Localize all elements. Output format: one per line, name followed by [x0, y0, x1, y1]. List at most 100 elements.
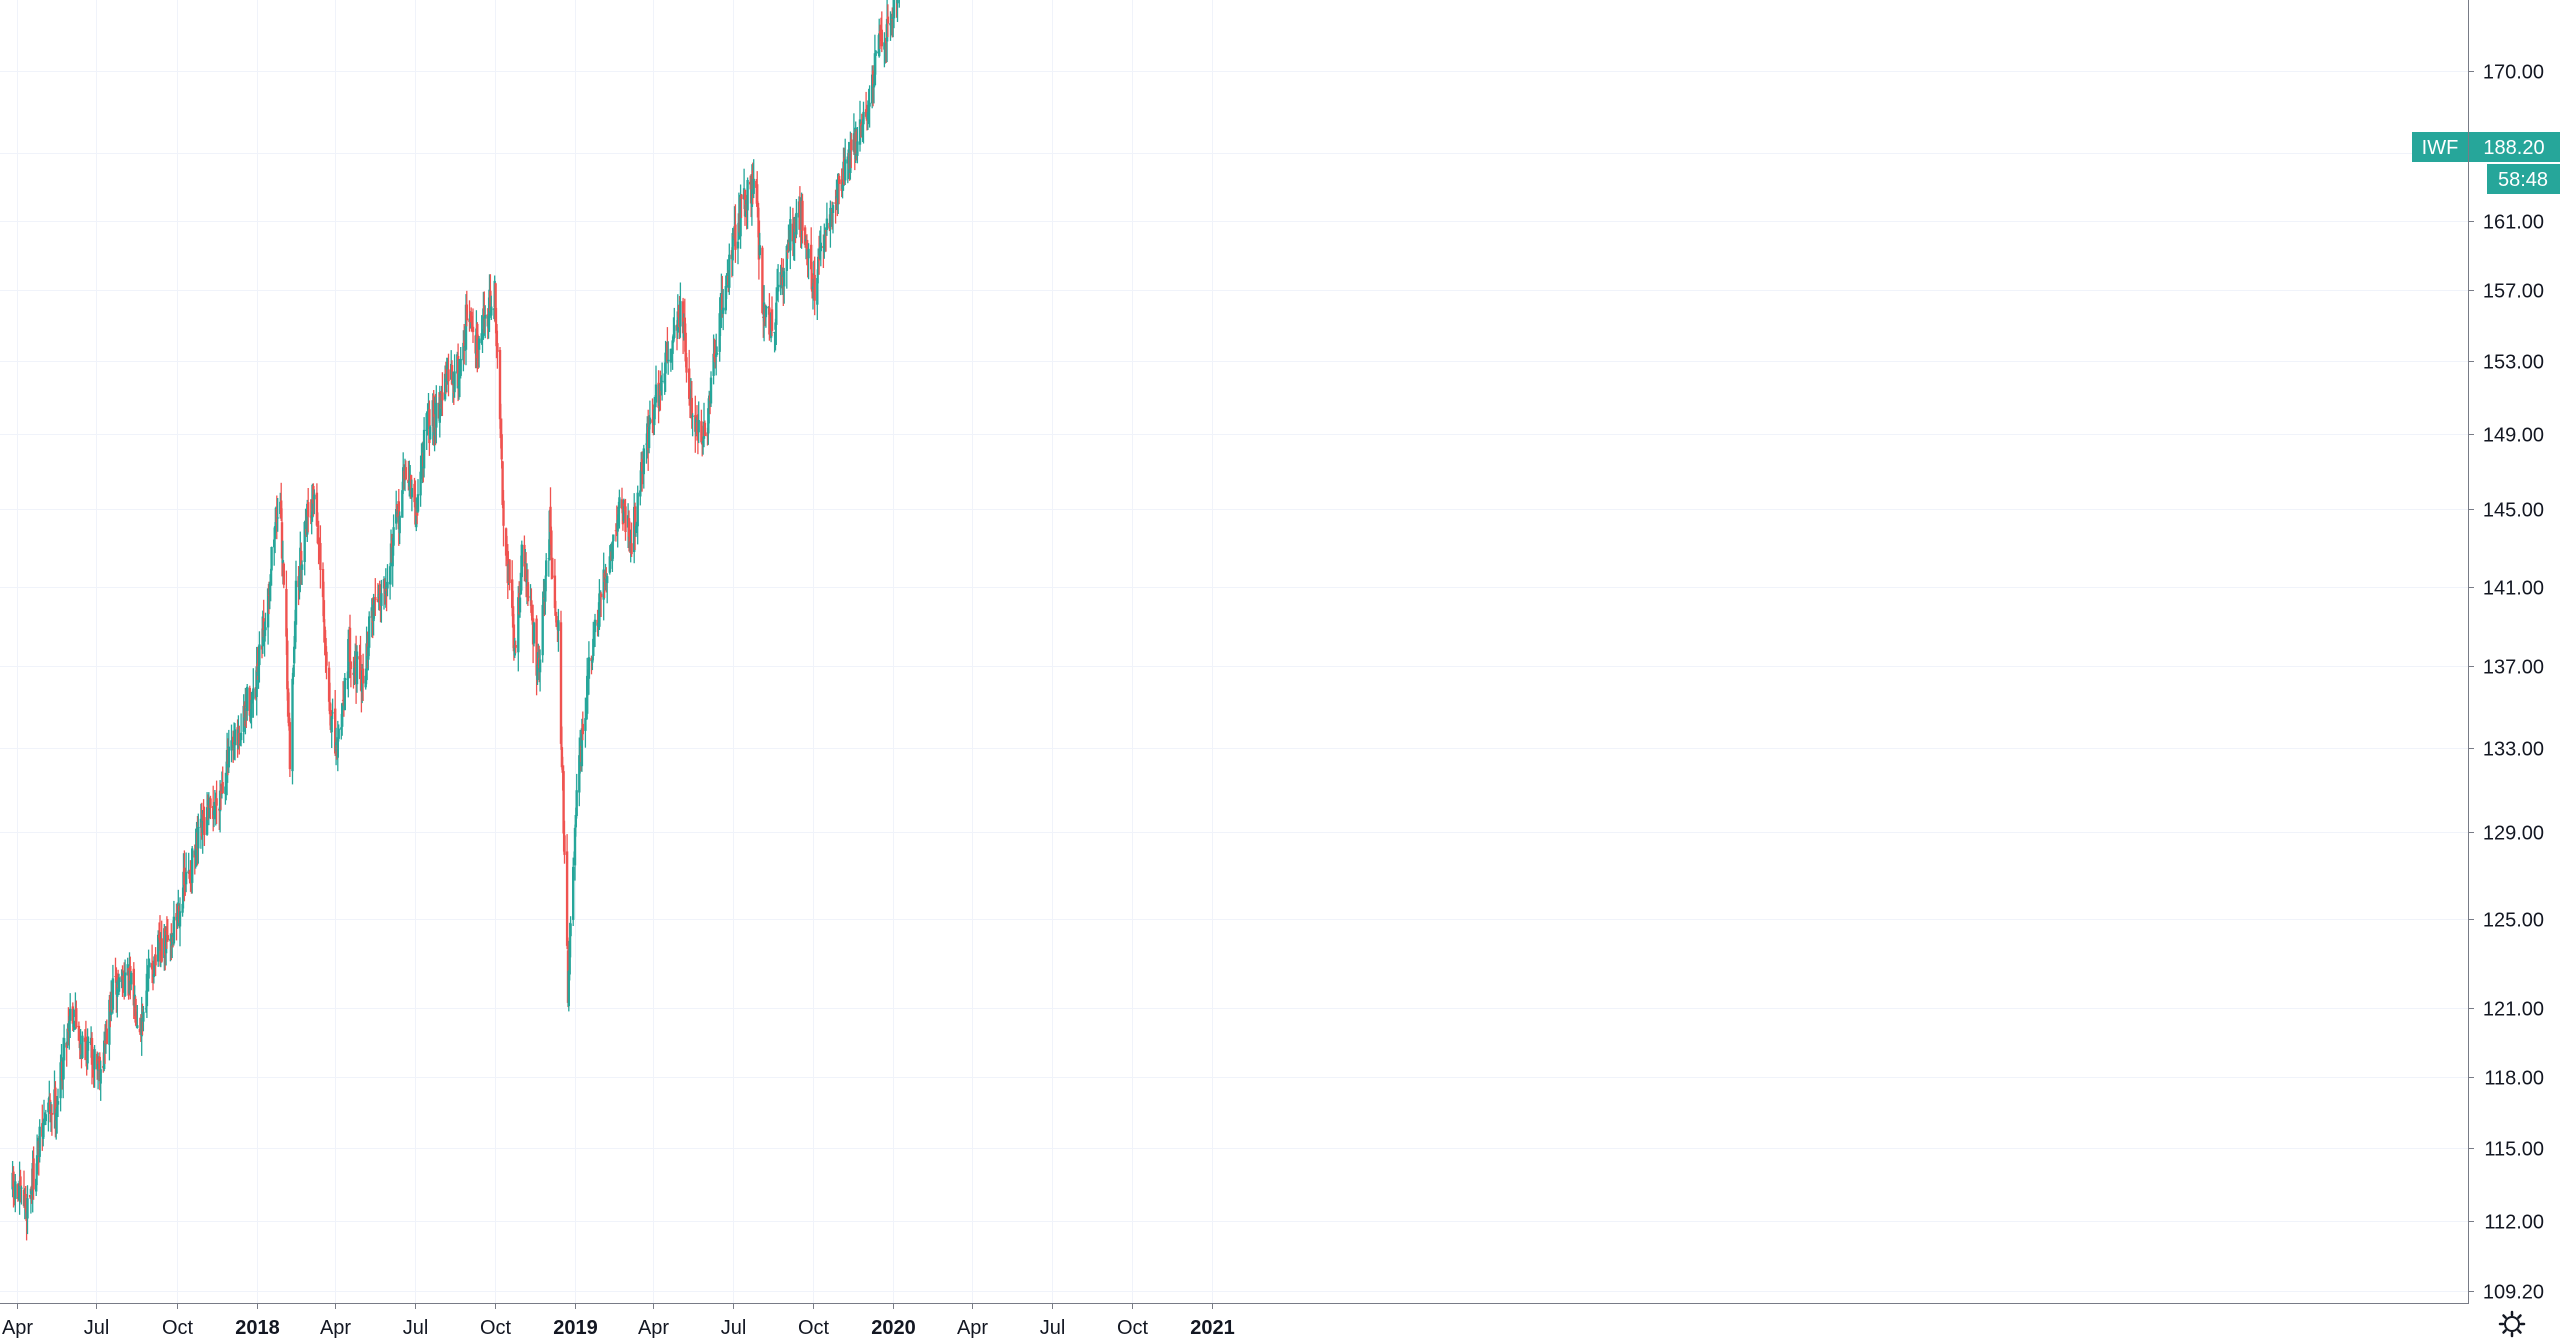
candle[interactable]: [573, 824, 577, 881]
candle[interactable]: [535, 615, 538, 696]
candle[interactable]: [244, 687, 247, 735]
candle[interactable]: [441, 372, 444, 416]
candle[interactable]: [776, 268, 779, 301]
candle[interactable]: [380, 579, 383, 623]
candle[interactable]: [559, 610, 563, 750]
candle[interactable]: [636, 485, 639, 545]
candle[interactable]: [268, 581, 271, 610]
candle[interactable]: [288, 718, 292, 777]
candle[interactable]: [590, 655, 593, 675]
candle[interactable]: [575, 773, 578, 819]
candle[interactable]: [300, 542, 303, 585]
candle[interactable]: [309, 499, 312, 525]
candle[interactable]: [496, 330, 499, 369]
candle[interactable]: [347, 629, 350, 698]
candle[interactable]: [868, 85, 871, 128]
candle[interactable]: [526, 569, 530, 606]
candle[interactable]: [32, 1146, 35, 1200]
candle[interactable]: [862, 101, 865, 144]
candle[interactable]: [811, 283, 815, 310]
candle[interactable]: [789, 206, 792, 270]
candle[interactable]: [203, 806, 206, 846]
candle[interactable]: [145, 958, 149, 1018]
candle[interactable]: [761, 245, 764, 315]
candle[interactable]: [425, 411, 428, 450]
candle[interactable]: [679, 282, 682, 338]
candle[interactable]: [545, 553, 548, 592]
candle[interactable]: [280, 508, 284, 577]
candle[interactable]: [401, 481, 404, 518]
candle[interactable]: [817, 248, 820, 284]
candle[interactable]: [48, 1093, 52, 1123]
candle[interactable]: [169, 933, 172, 962]
candle[interactable]: [536, 652, 539, 685]
candle[interactable]: [232, 730, 235, 763]
candle[interactable]: [140, 996, 143, 1056]
candle[interactable]: [673, 307, 676, 340]
candle[interactable]: [75, 1000, 78, 1029]
candles[interactable]: [11, 0, 931, 1241]
candle[interactable]: [756, 171, 759, 207]
candle[interactable]: [303, 520, 306, 576]
candle[interactable]: [90, 1032, 94, 1085]
candle[interactable]: [166, 919, 169, 942]
candle[interactable]: [770, 296, 774, 337]
candle[interactable]: [555, 612, 558, 628]
candle[interactable]: [608, 545, 611, 575]
candle[interactable]: [304, 508, 307, 533]
candle[interactable]: [252, 668, 255, 718]
candle[interactable]: [197, 813, 200, 864]
candle[interactable]: [238, 725, 241, 755]
candle[interactable]: [44, 1109, 47, 1125]
candle[interactable]: [435, 385, 438, 444]
candle[interactable]: [349, 661, 353, 688]
candle[interactable]: [280, 482, 283, 521]
candle[interactable]: [587, 641, 591, 695]
candle[interactable]: [242, 694, 245, 744]
candle[interactable]: [307, 488, 310, 533]
candle[interactable]: [544, 575, 547, 615]
candle[interactable]: [233, 723, 237, 761]
candle[interactable]: [803, 225, 807, 248]
candle[interactable]: [709, 371, 713, 407]
candle[interactable]: [93, 1045, 96, 1088]
candle[interactable]: [551, 557, 554, 580]
candle[interactable]: [330, 715, 333, 748]
candle[interactable]: [28, 1194, 32, 1199]
candle[interactable]: [866, 100, 870, 130]
candle[interactable]: [313, 489, 316, 515]
candle[interactable]: [388, 562, 392, 600]
candle[interactable]: [602, 552, 605, 621]
candle[interactable]: [825, 202, 829, 236]
candle[interactable]: [292, 664, 295, 685]
candle[interactable]: [374, 578, 377, 616]
candle[interactable]: [508, 559, 511, 591]
candle[interactable]: [734, 204, 737, 263]
candle[interactable]: [376, 583, 380, 603]
candle[interactable]: [611, 541, 614, 572]
candle[interactable]: [130, 971, 133, 991]
candle[interactable]: [501, 460, 504, 509]
candle[interactable]: [47, 1098, 50, 1132]
candle[interactable]: [212, 801, 216, 828]
candle[interactable]: [624, 498, 627, 541]
candle[interactable]: [557, 608, 560, 652]
candle[interactable]: [471, 308, 475, 343]
candle[interactable]: [275, 495, 278, 540]
candle[interactable]: [103, 1031, 106, 1072]
candle[interactable]: [81, 1031, 84, 1059]
candle[interactable]: [99, 1060, 102, 1101]
candle[interactable]: [874, 50, 877, 75]
candle[interactable]: [246, 684, 249, 721]
candle[interactable]: [810, 261, 814, 299]
candle[interactable]: [191, 846, 194, 894]
candle[interactable]: [462, 330, 465, 372]
candle[interactable]: [892, 0, 896, 29]
candle[interactable]: [269, 568, 272, 602]
candle[interactable]: [258, 631, 261, 683]
candle[interactable]: [209, 795, 212, 820]
candle[interactable]: [642, 444, 645, 489]
candle[interactable]: [801, 193, 804, 244]
candle[interactable]: [697, 401, 700, 444]
